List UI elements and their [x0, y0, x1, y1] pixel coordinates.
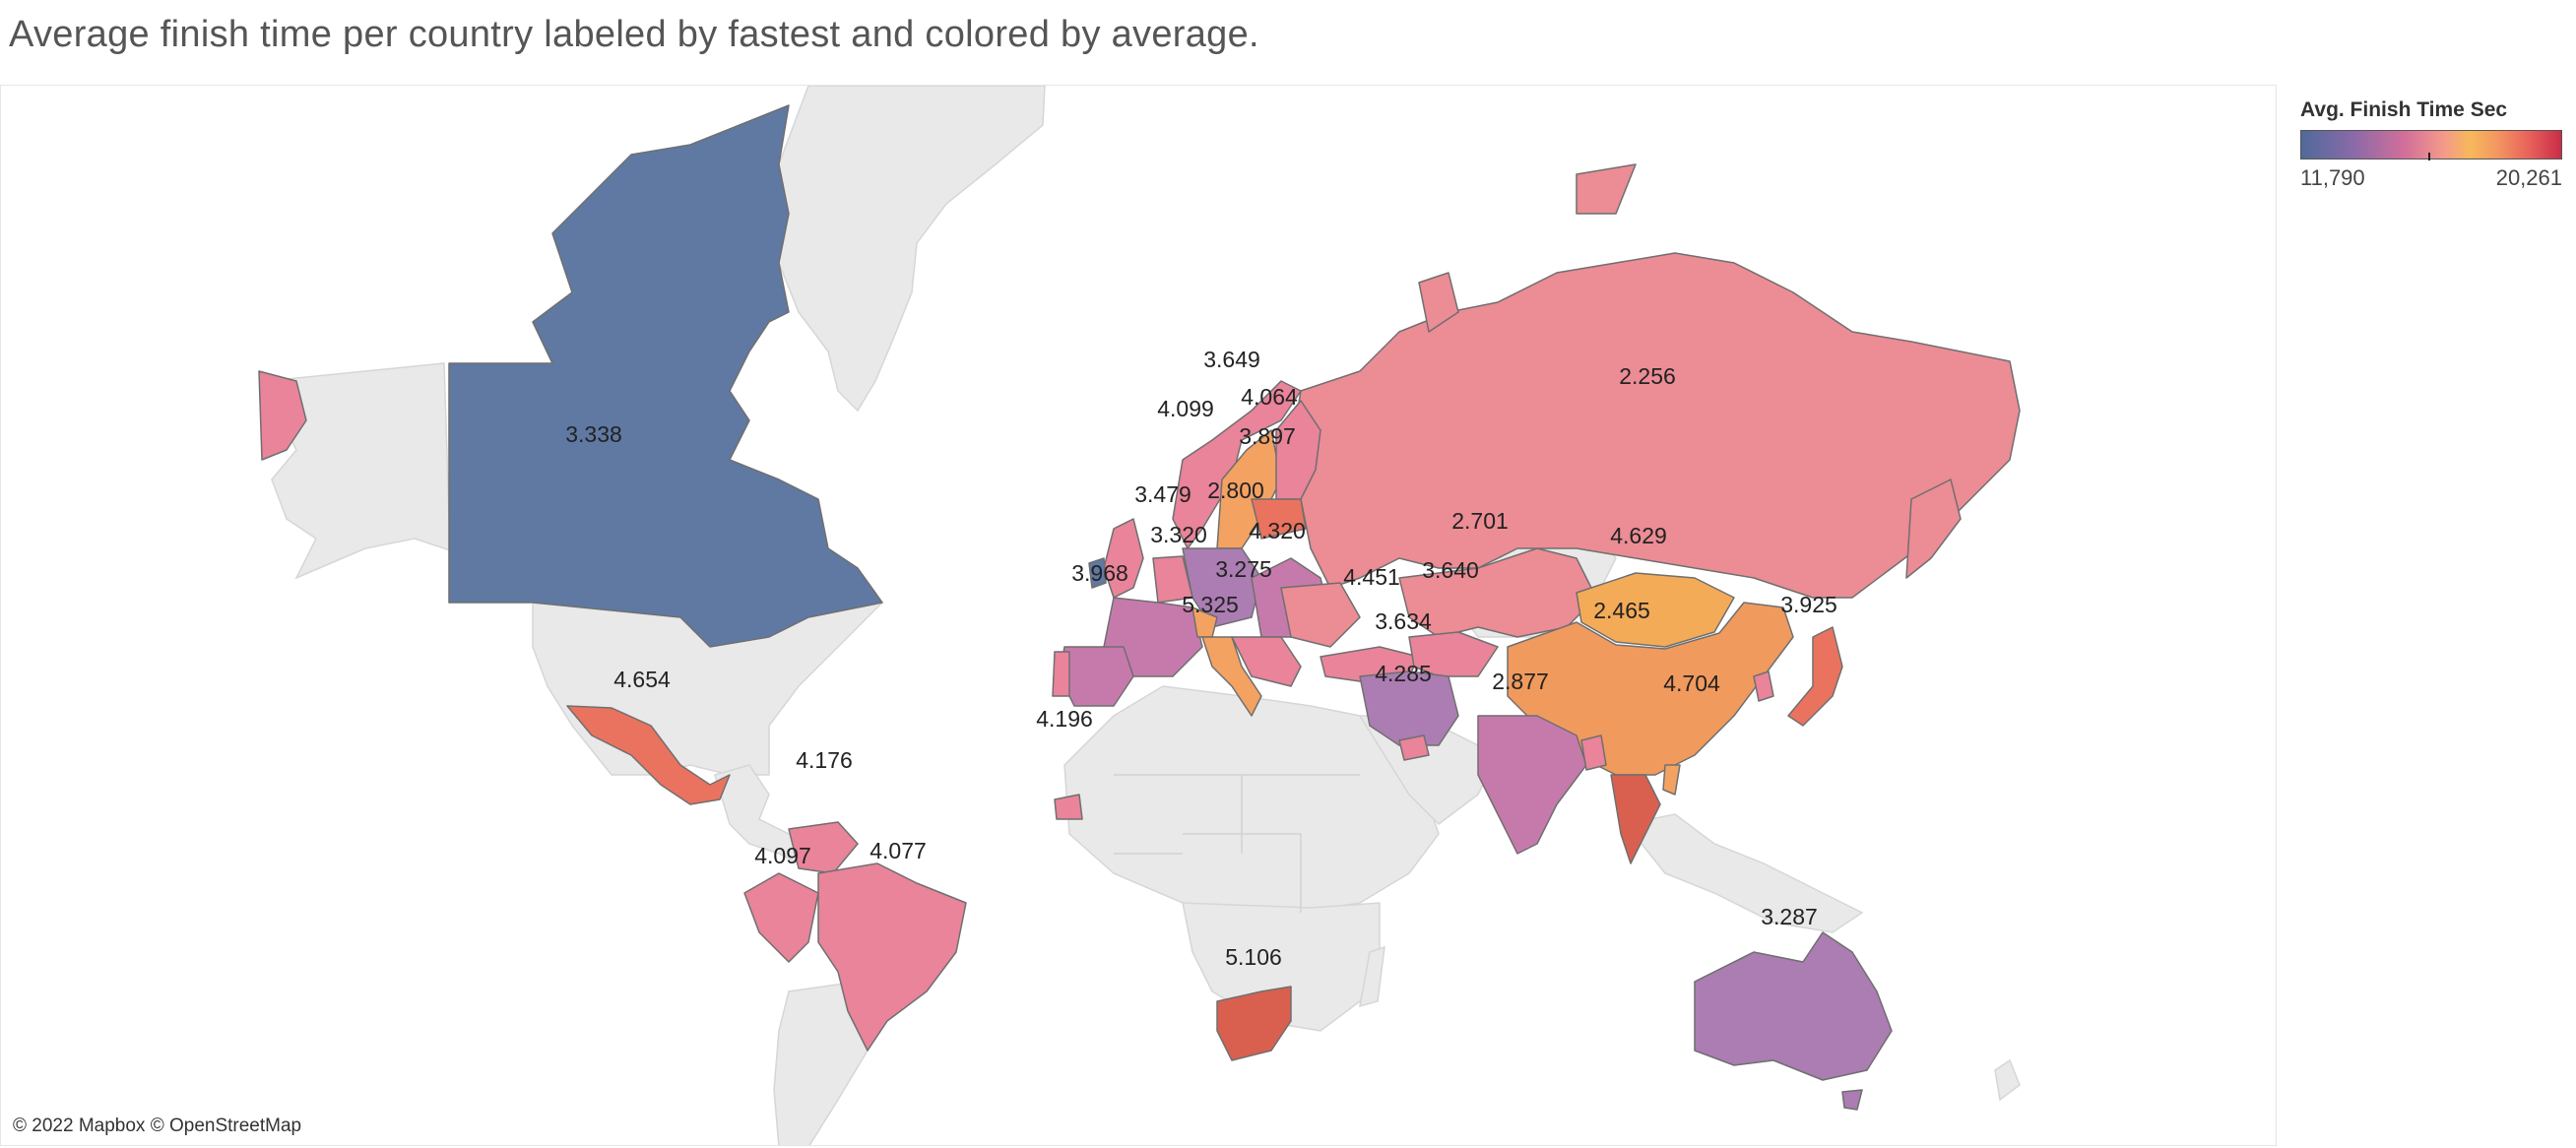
- map-panel[interactable]: 3.338 2.256 4.099 3.649 4.064 3.897 3.479 2.800…: [0, 85, 2277, 1146]
- country-scandinavia-arctic: [1576, 163, 1637, 215]
- label-china: 2.465: [1593, 598, 1650, 623]
- label-baltics: 3.897: [1239, 423, 1296, 449]
- country-vietnam-south: [1662, 764, 1681, 796]
- legend-min-value: 11,790: [2300, 165, 2365, 190]
- label-germany: 2.800: [1207, 478, 1264, 503]
- label-japan: 3.925: [1780, 592, 1837, 617]
- label-thailand: 4.704: [1663, 670, 1720, 696]
- country-japan: [1787, 626, 1843, 727]
- label-kazakhstan: 2.701: [1451, 508, 1509, 534]
- label-iran: 3.634: [1375, 608, 1432, 634]
- country-senegal: [1054, 794, 1083, 820]
- greenland-land: [778, 86, 1046, 413]
- legend-title: Avg. Finish Time Sec: [2300, 98, 2508, 121]
- country-mongolia: [1576, 572, 1735, 648]
- label-eastern-europe: 4.320: [1249, 518, 1306, 543]
- label-malta: 5.325: [1182, 592, 1239, 617]
- label-venezuela: 4.176: [796, 747, 853, 773]
- southeast-asia-land: [1624, 813, 1864, 933]
- value-labels: 3.338 2.256 4.099 3.649 4.064 3.897 3.479 2.800…: [565, 347, 1837, 970]
- map-attribution[interactable]: © 2022 Mapbox © OpenStreetMap: [7, 1114, 308, 1139]
- legend-marker: [2428, 153, 2430, 160]
- label-canada: 3.338: [565, 421, 622, 447]
- country-ukraine: [1280, 582, 1361, 648]
- country-turkmenistan: [1408, 631, 1499, 677]
- country-canada: [448, 104, 883, 648]
- country-kamchatka: [1905, 478, 1962, 579]
- legend-max-value: 20,261: [2495, 165, 2562, 190]
- africa-borders: [1114, 774, 1360, 913]
- label-russia: 2.256: [1619, 363, 1676, 389]
- country-australia: [1694, 931, 1893, 1081]
- label-gulf: 4.285: [1375, 661, 1432, 686]
- country-gulf: [1398, 734, 1430, 761]
- label-australia: 3.287: [1761, 904, 1818, 929]
- country-bangladesh: [1580, 734, 1607, 771]
- country-tasmania: [1841, 1089, 1863, 1111]
- country-mexico: [566, 705, 731, 805]
- country-venezuela: [788, 821, 859, 874]
- world-map[interactable]: 3.338 2.256 4.099 3.649 4.064 3.897 3.479 2.800…: [1, 86, 2277, 1146]
- legend-values: 11,790 20,261: [2300, 165, 2562, 191]
- country-south-africa: [1216, 986, 1292, 1061]
- country-netherlands: [1152, 555, 1193, 604]
- north-africa-land: [1063, 685, 1440, 914]
- country-alaska-strip: [258, 370, 307, 461]
- label-mongolia: 4.629: [1610, 523, 1667, 548]
- label-brazil: 4.077: [869, 838, 927, 863]
- country-iran: [1359, 670, 1459, 746]
- label-italy: 3.275: [1215, 556, 1272, 582]
- label-norway: 4.099: [1157, 396, 1214, 421]
- page-title: Average finish time per country labeled …: [9, 14, 1259, 55]
- label-turkmenistan: 3.640: [1422, 557, 1479, 583]
- madagascar-land: [1359, 945, 1385, 1008]
- label-peru: 4.097: [754, 843, 811, 868]
- country-balkans: [1231, 636, 1302, 687]
- country-novaya-zemlya: [1418, 272, 1459, 333]
- label-india: 2.877: [1492, 669, 1549, 694]
- country-portugal: [1052, 651, 1070, 697]
- country-korea: [1753, 670, 1774, 702]
- color-legend: Avg. Finish Time Sec 11,790 20,261: [2300, 98, 2568, 191]
- label-finland: 4.064: [1241, 384, 1298, 410]
- label-united-kingdom: 3.479: [1134, 481, 1191, 507]
- new-zealand-land: [1994, 1058, 2021, 1102]
- label-mexico: 4.654: [613, 667, 671, 692]
- label-turkey: 4.451: [1343, 564, 1400, 590]
- country-peru: [743, 872, 819, 963]
- label-south-africa: 5.106: [1225, 944, 1282, 970]
- country-spain: [1059, 646, 1134, 707]
- label-senegal: 4.196: [1036, 706, 1093, 732]
- label-france: 3.320: [1150, 522, 1207, 547]
- label-spain: 3.968: [1071, 560, 1128, 586]
- country-norway: [1172, 380, 1302, 549]
- label-sweden: 3.649: [1203, 347, 1260, 372]
- country-ireland: [1088, 557, 1107, 589]
- legend-gradient-bar: [2300, 130, 2562, 160]
- country-thailand: [1610, 774, 1661, 864]
- country-brazil: [817, 862, 967, 1052]
- country-india: [1477, 715, 1587, 855]
- country-baltics: [1251, 498, 1307, 540]
